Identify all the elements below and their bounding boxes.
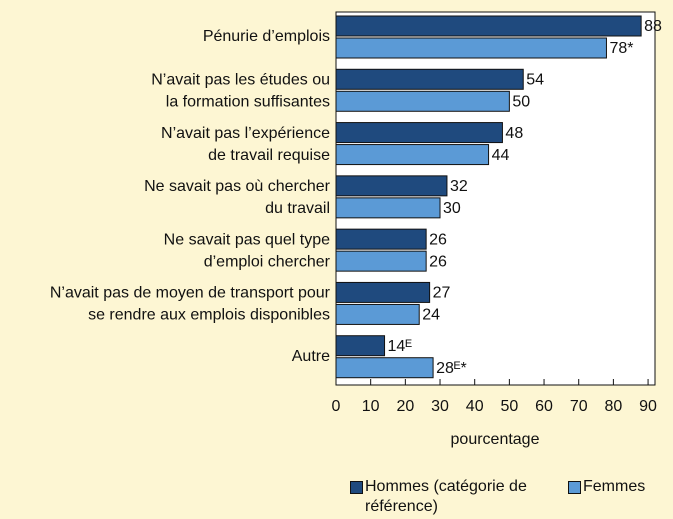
legend-swatch <box>350 481 363 494</box>
x-tick-label: 50 <box>500 398 518 415</box>
value-label: 24 <box>422 307 440 324</box>
category-label: d’emploi chercher <box>204 253 331 270</box>
value-label: 78* <box>609 40 633 57</box>
value-label: 44 <box>492 147 510 164</box>
value-label: 50 <box>512 94 530 111</box>
category-label: la formation suffisantes <box>166 94 330 111</box>
value-label: 54 <box>526 72 544 89</box>
value-label: 27 <box>433 285 451 302</box>
bar <box>335 357 434 379</box>
category-label: Autre <box>292 348 330 365</box>
category-label: Pénurie d’emplois <box>203 28 330 45</box>
category-label: de travail requise <box>208 147 330 164</box>
category-label: N’avait pas l’expérience <box>161 125 330 142</box>
x-tick-label: 10 <box>362 398 380 415</box>
category-label: Ne savait pas où chercher <box>144 178 331 195</box>
legend-swatch <box>568 481 581 494</box>
x-tick-label: 70 <box>570 398 588 415</box>
category-label: N’avait pas les études ou <box>151 72 330 89</box>
x-tick-label: 90 <box>639 398 657 415</box>
bar <box>335 144 490 166</box>
bar <box>335 228 427 250</box>
category-label: du travail <box>265 200 330 217</box>
bar <box>335 90 510 112</box>
bar <box>335 68 524 90</box>
category-label: N’avait pas de moyen de transport pour <box>50 285 331 302</box>
bar <box>335 122 503 144</box>
category-label: Ne savait pas quel type <box>164 231 330 248</box>
value-label: 28ᴱ* <box>436 360 467 377</box>
x-tick-label: 60 <box>535 398 553 415</box>
x-tick-label: 20 <box>396 398 414 415</box>
bar <box>335 15 642 37</box>
legend-label: Hommes (catégorie de référence) <box>365 478 527 515</box>
value-label: 14ᴱ <box>388 338 413 355</box>
x-tick-label: 80 <box>604 398 622 415</box>
bar <box>335 303 420 325</box>
bar <box>335 250 427 272</box>
value-label: 48 <box>505 125 523 142</box>
bar <box>335 37 607 59</box>
value-label: 88 <box>644 18 662 35</box>
bar <box>335 281 431 303</box>
x-tick-label: 0 <box>332 398 341 415</box>
value-label: 32 <box>450 178 468 195</box>
x-tick-label: 40 <box>466 398 484 415</box>
bar <box>335 175 448 197</box>
category-label: se rendre aux emplois disponibles <box>88 307 330 324</box>
value-label: 26 <box>429 253 447 270</box>
bar <box>335 335 386 357</box>
value-label: 30 <box>443 200 461 217</box>
bar <box>335 197 441 219</box>
x-axis-label: pourcentage <box>451 431 540 448</box>
legend-label: Femmes <box>583 478 646 495</box>
value-label: 26 <box>429 231 447 248</box>
x-tick-label: 30 <box>431 398 449 415</box>
